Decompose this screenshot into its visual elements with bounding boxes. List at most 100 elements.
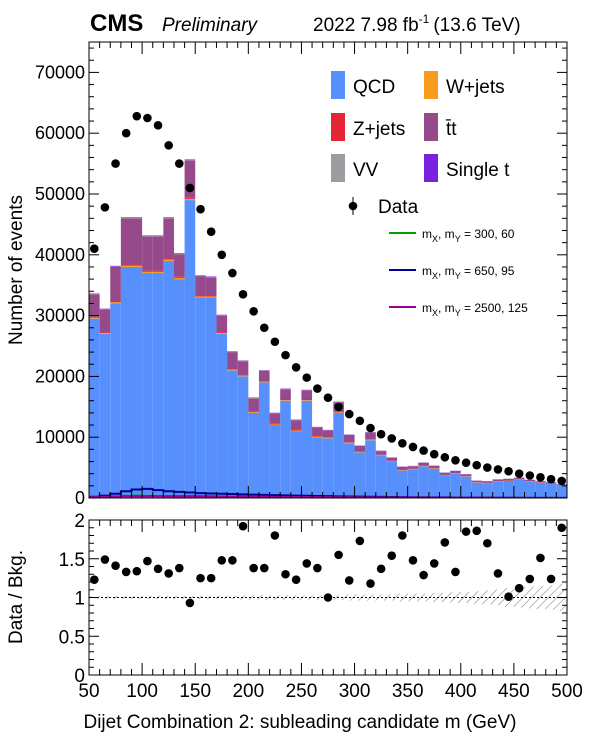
data-point <box>281 350 290 360</box>
data-point <box>355 416 365 426</box>
uncertainty-bin <box>99 595 111 600</box>
ratio-point <box>483 538 492 548</box>
bar-w-jets-20 <box>301 400 313 401</box>
bar-t-t-7 <box>163 218 174 259</box>
ratio-point <box>313 563 322 573</box>
uncertainty-bin <box>237 595 249 600</box>
uncertainty-bin <box>195 595 206 600</box>
ratio-point <box>174 563 184 573</box>
legend-label: QCD <box>353 77 395 98</box>
bar-qcd-23 <box>333 412 344 498</box>
data-point <box>472 460 482 470</box>
bar-qcd-37 <box>482 483 493 498</box>
ratio-y-axis-title: Data / Bkg. <box>6 550 27 644</box>
ratio-y-tick-label: 0.5 <box>59 627 85 648</box>
ratio-y-tick-label: 1 <box>74 589 85 610</box>
ratio-point <box>376 564 386 574</box>
y-tick-label: 30000 <box>35 306 85 326</box>
legend-signal-label-2: mX, mY = 650, 95 <box>422 264 515 281</box>
bar-qcd-1 <box>99 333 111 498</box>
ratio-point <box>281 569 290 579</box>
bar-z-jets-21 <box>312 435 323 437</box>
y-tick-label: 0 <box>75 488 85 508</box>
data-point <box>121 128 131 138</box>
ratio-point <box>472 526 482 536</box>
bar-single-t-2 <box>110 265 121 267</box>
bar-qcd-11 <box>205 297 217 498</box>
ratio-point <box>196 573 205 583</box>
bar-t-t-41 <box>524 480 536 482</box>
ratio-point <box>323 593 333 602</box>
x-axis: 50 100 150 200 250 300 350 400 450 500 <box>78 520 583 702</box>
ratio-point <box>461 527 471 536</box>
bar-t-t-27 <box>375 451 387 455</box>
bar-w-jets-9 <box>184 198 196 201</box>
bar-w-jets-13 <box>227 369 238 371</box>
ratio-point <box>121 567 131 577</box>
main-plot-panel: 0 10000 20000 30000 40000 50000 60000 70000 Num… <box>6 41 568 508</box>
bar-t-t-39 <box>503 478 514 481</box>
bar-t-t-3 <box>120 218 132 265</box>
bar-single-t-8 <box>173 253 185 254</box>
legend-label: W+jets <box>446 77 505 98</box>
bar-w-jets-3 <box>120 265 132 267</box>
bar-t-t-31 <box>418 462 429 466</box>
data-point <box>217 250 227 260</box>
bar-w-jets-10 <box>195 296 206 298</box>
bar-t-t-42 <box>535 481 546 483</box>
bar-qcd-42 <box>535 482 546 498</box>
ratio-point <box>355 536 365 546</box>
ratio-point <box>249 563 258 573</box>
legend-label: VV <box>353 160 379 181</box>
x-tick-label: 400 <box>445 681 477 702</box>
bar-w-jets-14 <box>237 375 249 377</box>
ratio-point <box>238 521 248 531</box>
bar-z-jets-1 <box>99 332 111 333</box>
ratio-point <box>419 570 428 580</box>
data-point <box>504 466 513 476</box>
ratio-point <box>493 569 503 578</box>
bar-qcd-16 <box>258 382 270 498</box>
data-point <box>334 402 343 412</box>
data-point <box>483 463 492 472</box>
bar-qcd-25 <box>354 452 366 498</box>
ratio-point <box>440 538 450 547</box>
x-tick-label: 200 <box>232 681 264 702</box>
ratio-point <box>143 556 152 566</box>
data-point <box>185 183 195 193</box>
ratio-points <box>90 521 566 608</box>
ratio-point <box>451 567 460 577</box>
ratio-point <box>153 564 163 574</box>
bar-qcd-6 <box>152 273 164 498</box>
bar-w-jets-0 <box>89 317 100 319</box>
ratio-point <box>536 553 545 563</box>
ratio-point <box>334 550 343 560</box>
bar-w-jets-5 <box>142 271 153 274</box>
bar-qcd-38 <box>492 481 504 498</box>
bar-qcd-43 <box>545 484 557 498</box>
bar-t-t-18 <box>280 389 291 400</box>
bar-z-jets-9 <box>184 197 196 199</box>
bar-t-t-16 <box>258 370 270 382</box>
data-point <box>398 438 407 448</box>
bar-t-t-13 <box>227 352 238 369</box>
bar-w-jets-19 <box>290 430 302 432</box>
data-point <box>111 159 120 168</box>
ratio-point <box>111 561 120 571</box>
uncertainty-bin <box>173 595 185 600</box>
legend-label: Z+jets <box>353 119 405 140</box>
data-point <box>493 465 503 474</box>
bar-t-t-19 <box>290 420 302 430</box>
data-point <box>514 469 524 478</box>
bar-t-t-8 <box>173 254 185 277</box>
uncertainty-bin <box>110 595 121 600</box>
bar-qcd-21 <box>312 437 323 498</box>
bar-z-jets-3 <box>120 264 132 266</box>
ratio-point <box>557 523 566 533</box>
uncertainty-bin <box>482 590 493 605</box>
bar-t-t-30 <box>407 466 419 469</box>
bar-w-jets-12 <box>216 332 228 334</box>
bar-t-t-10 <box>195 276 206 296</box>
bar-z-jets-5 <box>142 270 153 272</box>
